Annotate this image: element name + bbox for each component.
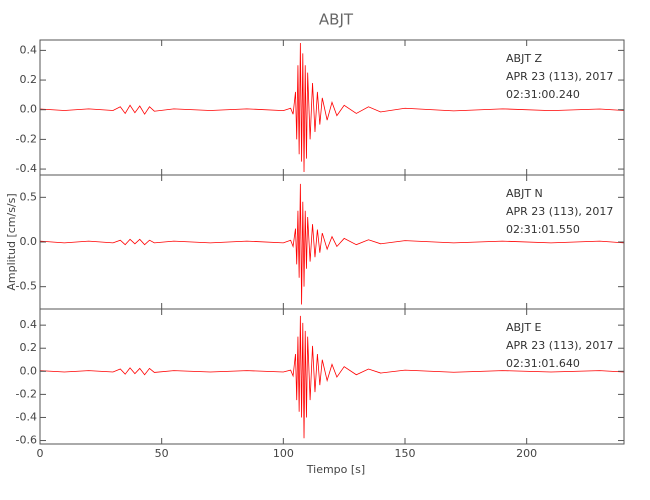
x-tick-label: 50	[155, 447, 169, 460]
x-tick-label: 200	[516, 447, 537, 460]
x-tick-label: 0	[37, 447, 44, 460]
chart-title: ABJT	[319, 11, 354, 29]
panel-frame	[39, 308, 625, 445]
annotation: 02:31:00.240	[506, 88, 580, 101]
y-tick-label: -0.4	[16, 410, 37, 423]
y-tick-label: -0.2	[16, 387, 37, 400]
y-tick-label: 0.5	[20, 190, 38, 203]
trace	[39, 42, 625, 173]
y-tick-label: -0.6	[16, 434, 37, 447]
y-tick-label: 0.2	[20, 73, 38, 86]
annotation: APR 23 (113), 2017	[506, 205, 613, 218]
annotation: 02:31:01.640	[506, 357, 580, 370]
y-tick-label: -0.2	[16, 132, 37, 145]
y-tick-label: 0.4	[20, 43, 38, 56]
annotation: ABJT Z	[506, 52, 543, 65]
annotation: APR 23 (113), 2017	[506, 339, 613, 352]
trace	[39, 315, 625, 439]
y-tick-label: 0.0	[20, 235, 38, 248]
y-tick-label: -0.5	[16, 280, 37, 293]
y-axis-label: Amplitud [cm/s/s]	[5, 193, 18, 290]
annotation: ABJT E	[506, 321, 542, 334]
x-tick-label: 150	[395, 447, 416, 460]
annotation: APR 23 (113), 2017	[506, 70, 613, 83]
trace	[39, 183, 625, 305]
x-axis-label: Tiempo [s]	[306, 463, 365, 476]
y-tick-label: 0.2	[20, 341, 38, 354]
y-tick-label: 0.0	[20, 364, 38, 377]
annotation: 02:31:01.550	[506, 223, 580, 236]
x-tick-label: 100	[273, 447, 294, 460]
y-tick-label: -0.4	[16, 162, 37, 175]
y-tick-label: 0.4	[20, 318, 38, 331]
annotation: ABJT N	[506, 187, 543, 200]
y-tick-label: 0.0	[20, 103, 38, 116]
